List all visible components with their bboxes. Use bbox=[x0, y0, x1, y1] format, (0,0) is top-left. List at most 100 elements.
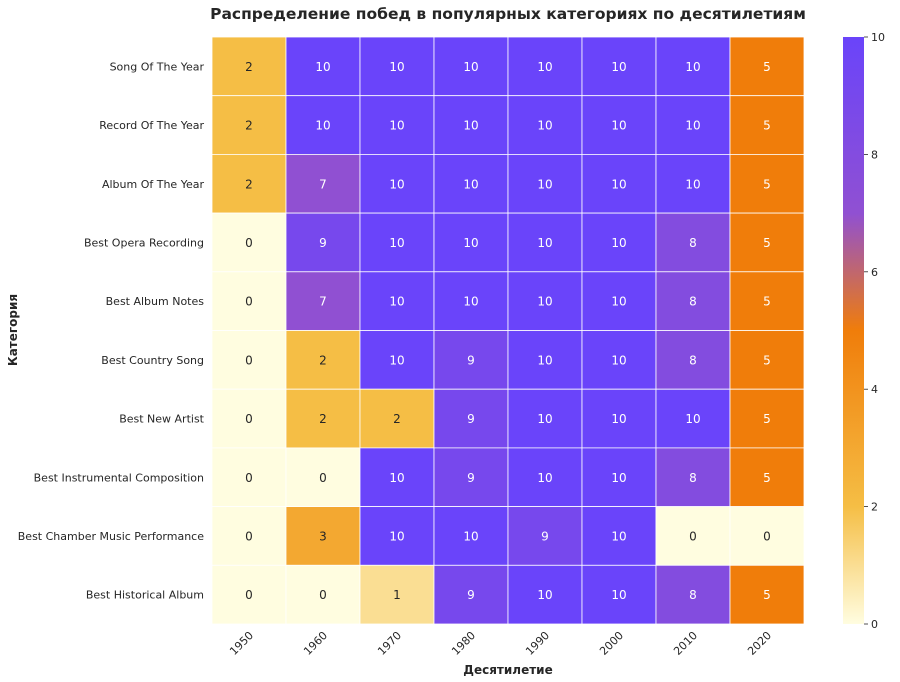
heatmap-cell-value: 10 bbox=[315, 119, 330, 133]
heatmap-cell-value: 5 bbox=[763, 412, 771, 426]
heatmap-cell-value: 8 bbox=[689, 471, 697, 485]
y-tick-label: Best Country Song bbox=[101, 354, 204, 367]
y-tick-label: Record Of The Year bbox=[99, 119, 204, 132]
heatmap-cell bbox=[433, 506, 509, 566]
heatmap-cell-value: 5 bbox=[763, 177, 771, 191]
heatmap-cell bbox=[285, 564, 361, 625]
heatmap-cell-value: 7 bbox=[319, 295, 327, 309]
heatmap-cell bbox=[729, 330, 805, 390]
heatmap-cell bbox=[655, 271, 731, 331]
colorbar-tick-label: 6 bbox=[871, 266, 878, 279]
heatmap-cell-value: 10 bbox=[537, 412, 552, 426]
heatmap-cell-value: 9 bbox=[467, 588, 475, 602]
heatmap-cell bbox=[729, 506, 805, 566]
colorbar-tick-labels: 0 2 4 6 8 10 bbox=[864, 31, 885, 631]
colorbar-tick-label: 0 bbox=[871, 618, 878, 631]
heatmap-cell bbox=[507, 506, 583, 566]
heatmap-cell-value: 10 bbox=[537, 60, 552, 74]
heatmap-cell bbox=[729, 36, 805, 97]
heatmap-cell-value: 0 bbox=[763, 529, 771, 543]
heatmap-cell bbox=[581, 153, 657, 214]
heatmap-cell bbox=[729, 447, 805, 507]
heatmap-cell-value: 2 bbox=[319, 353, 327, 367]
heatmap-cell-value: 0 bbox=[689, 529, 697, 543]
heatmap-cell-value: 0 bbox=[245, 236, 253, 250]
colorbar-tick-label: 8 bbox=[871, 148, 878, 161]
heatmap-cell-value: 0 bbox=[319, 471, 327, 485]
x-tick-label: 2010 bbox=[671, 629, 700, 658]
heatmap-cell bbox=[433, 212, 509, 273]
heatmap-cell-value: 10 bbox=[537, 471, 552, 485]
y-axis-title: Категория bbox=[6, 294, 20, 366]
heatmap-cell bbox=[285, 36, 361, 97]
heatmap-cell bbox=[581, 564, 657, 625]
heatmap-cell-value: 10 bbox=[685, 119, 700, 133]
x-tick-label: 1950 bbox=[227, 629, 256, 658]
heatmap-cell-value: 10 bbox=[389, 119, 404, 133]
heatmap-cell-value: 10 bbox=[611, 177, 626, 191]
heatmap-cell-value: 0 bbox=[245, 412, 253, 426]
heatmap-cell bbox=[211, 447, 287, 507]
heatmap-cell-value: 10 bbox=[685, 412, 700, 426]
heatmap-cell bbox=[433, 153, 509, 214]
x-tick-label: 1990 bbox=[523, 629, 552, 658]
heatmap-cell-value: 10 bbox=[463, 295, 478, 309]
heatmap-cell-value: 10 bbox=[611, 353, 626, 367]
heatmap-cell bbox=[359, 36, 435, 97]
heatmap-cell-value: 9 bbox=[467, 471, 475, 485]
y-tick-label: Best Opera Recording bbox=[84, 236, 204, 249]
heatmap-cell-value: 0 bbox=[245, 529, 253, 543]
heatmap-cell bbox=[359, 447, 435, 507]
heatmap-cell bbox=[729, 388, 805, 449]
heatmap-cell bbox=[729, 271, 805, 331]
y-tick-label: Best Album Notes bbox=[106, 295, 205, 308]
heatmap-cell-value: 10 bbox=[611, 529, 626, 543]
heatmap-cell-value: 9 bbox=[541, 529, 549, 543]
heatmap-cell-value: 10 bbox=[389, 236, 404, 250]
heatmap-cell-value: 2 bbox=[319, 412, 327, 426]
x-tick-label: 2020 bbox=[745, 629, 774, 658]
heatmap-cell-value: 2 bbox=[245, 177, 253, 191]
colorbar-tick-label: 4 bbox=[871, 383, 878, 396]
heatmap-cell-value: 5 bbox=[763, 236, 771, 250]
heatmap-cell-value: 0 bbox=[319, 588, 327, 602]
heatmap-cell-value: 10 bbox=[537, 588, 552, 602]
x-axis-title: Десятилетие bbox=[463, 663, 552, 677]
heatmap-cell-value: 5 bbox=[763, 353, 771, 367]
heatmap-cell-value: 2 bbox=[393, 412, 401, 426]
heatmap-cell-value: 8 bbox=[689, 295, 697, 309]
heatmap-cell-value: 10 bbox=[537, 353, 552, 367]
y-axis-tick-labels: Song Of The Year Record Of The Year Album … bbox=[18, 60, 205, 601]
heatmap-cell bbox=[359, 153, 435, 214]
heatmap-cell-value: 10 bbox=[315, 60, 330, 74]
heatmap-cell-value: 10 bbox=[463, 529, 478, 543]
heatmap-cell-value: 10 bbox=[611, 236, 626, 250]
heatmap-cell-labels: 2 10 10 10 10 10 10 5 2 10 10 10 10 10 10 5 2 7 10 10 10 10 10… bbox=[245, 60, 771, 602]
heatmap-cell bbox=[507, 95, 583, 155]
heatmap-cell bbox=[581, 330, 657, 390]
heatmap-cells bbox=[211, 36, 805, 625]
heatmap-cell-value: 8 bbox=[689, 236, 697, 250]
y-tick-label: Best Chamber Music Performance bbox=[18, 530, 204, 543]
y-tick-label: Album Of The Year bbox=[102, 178, 204, 191]
heatmap-cell-value: 8 bbox=[689, 588, 697, 602]
heatmap-cell-value: 10 bbox=[685, 60, 700, 74]
heatmap-cell-value: 10 bbox=[537, 119, 552, 133]
heatmap-cell bbox=[655, 330, 731, 390]
heatmap-cell-value: 10 bbox=[389, 177, 404, 191]
colorbar-tick-label: 2 bbox=[871, 501, 878, 514]
heatmap-cell bbox=[507, 212, 583, 273]
heatmap-cell bbox=[211, 212, 287, 273]
heatmap-cell-value: 0 bbox=[245, 471, 253, 485]
colorbar bbox=[843, 37, 864, 624]
heatmap-cell bbox=[507, 330, 583, 390]
heatmap-cell-value: 10 bbox=[389, 471, 404, 485]
heatmap-cell-value: 5 bbox=[763, 471, 771, 485]
x-tick-label: 1970 bbox=[375, 629, 404, 658]
heatmap-cell bbox=[211, 153, 287, 214]
heatmap-cell bbox=[655, 153, 731, 214]
heatmap-cell bbox=[359, 564, 435, 625]
heatmap-cell bbox=[211, 388, 287, 449]
heatmap-cell bbox=[285, 153, 361, 214]
